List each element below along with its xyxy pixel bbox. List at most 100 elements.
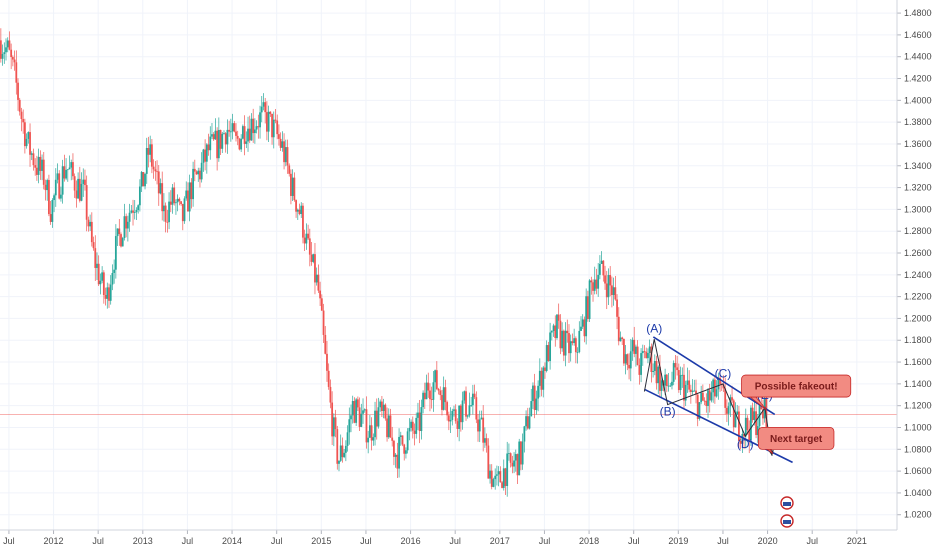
candle-body (305, 233, 308, 244)
candle-body (525, 416, 527, 427)
candle-body (540, 370, 543, 390)
candle-body (226, 129, 229, 145)
candle-body (183, 198, 186, 222)
candle-body (595, 279, 598, 289)
candle-body (77, 178, 79, 199)
candle-body (288, 165, 291, 174)
callout-box (757, 426, 835, 450)
candle-body (85, 185, 88, 220)
candle-body (362, 410, 364, 414)
x-tick-label: Jul (806, 536, 818, 546)
candle-body (461, 400, 464, 423)
candle-body (245, 141, 248, 144)
candle-body (132, 210, 134, 213)
candle-body (121, 237, 124, 247)
wave-layer: (A)(B)(C)(D)(E) (643, 322, 774, 456)
candle-body (403, 444, 406, 454)
candle-body (688, 380, 691, 390)
candle-body (125, 216, 128, 229)
candle-body (128, 212, 131, 222)
candle-body (602, 260, 605, 276)
candle-body (689, 389, 692, 392)
candle-body (573, 338, 576, 344)
candle-body (652, 371, 654, 372)
candle-body (36, 167, 38, 175)
candle-body (308, 238, 311, 255)
candle-body (607, 275, 610, 298)
candle-body (626, 354, 629, 365)
candle-body (672, 363, 675, 382)
candle-body (315, 274, 318, 283)
channel-line-upper (652, 336, 776, 416)
candle-body (163, 205, 165, 212)
candle-body (252, 118, 255, 134)
candle-body (197, 170, 200, 175)
candle-body (145, 148, 148, 174)
candle-body (435, 370, 438, 389)
candle-body (286, 147, 289, 166)
flag-stripe-icon (783, 520, 791, 524)
y-tick-label: 1.06000 (904, 466, 932, 476)
candle-body (314, 254, 316, 283)
candle-body (703, 400, 706, 402)
candle-body (211, 134, 213, 137)
candle-body (65, 169, 67, 179)
candle-body (526, 416, 529, 429)
candle-body (298, 209, 301, 215)
candle-body (598, 263, 601, 275)
candle-body (640, 353, 642, 375)
x-tick-label: Jul (3, 536, 15, 546)
candle-body (10, 49, 13, 58)
candle-body (566, 330, 569, 334)
event-icons[interactable] (780, 496, 794, 528)
candle-body (748, 429, 751, 440)
candle-body (348, 419, 351, 433)
candle-body (374, 410, 376, 438)
candle-body (590, 280, 593, 283)
candle-body (659, 366, 661, 391)
candle-body (214, 130, 217, 140)
candle-body (307, 233, 309, 239)
candle-body (233, 123, 236, 132)
candle-body (624, 354, 627, 364)
candle-body (284, 147, 287, 163)
x-tick-label: 2019 (668, 536, 688, 546)
candle-body (108, 287, 110, 301)
candle-body (705, 400, 708, 407)
candle-body (593, 279, 596, 291)
candle-body (710, 392, 713, 401)
candle-body (432, 382, 435, 400)
candle-body (562, 330, 565, 356)
candle-body (344, 445, 347, 453)
candle-body (746, 417, 749, 430)
candle-body (42, 159, 45, 185)
candle-body (669, 385, 672, 387)
candle-body (149, 144, 152, 155)
candle-body (290, 173, 292, 196)
candle-body (84, 179, 86, 186)
candle-body (528, 416, 531, 429)
candle-body (394, 454, 397, 457)
candle-body (253, 129, 256, 134)
candle-body (356, 399, 359, 408)
candle-body (281, 141, 284, 148)
candle-body (616, 299, 618, 317)
candle-body (538, 370, 541, 386)
y-tick-label: 1.44000 (904, 52, 932, 62)
candle-body (686, 380, 689, 385)
candle-body (338, 460, 340, 464)
candle-body (508, 453, 510, 454)
candle-body (751, 407, 754, 421)
candle-body (513, 460, 515, 467)
candle-body (151, 144, 153, 167)
candle-body (695, 390, 697, 395)
x-tick-label: 2016 (401, 536, 421, 546)
candle-body (365, 409, 368, 443)
candle-body (223, 133, 225, 135)
candle-body (73, 176, 76, 191)
candle-body (442, 387, 445, 410)
x-tick-label: Jul (92, 536, 104, 546)
candle-body (324, 334, 327, 354)
